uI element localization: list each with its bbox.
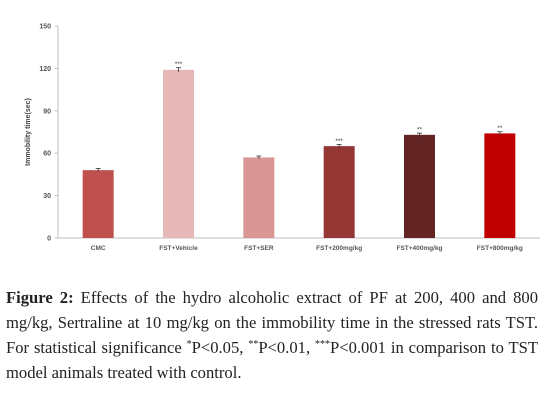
significance-label: *** <box>175 61 183 68</box>
y-tick-label: 0 <box>47 236 51 243</box>
bar <box>82 170 114 238</box>
caption-text-1: Effects of the hydro alcoholic extract o… <box>6 288 538 357</box>
bar <box>323 146 355 238</box>
significance-label: *** <box>335 138 343 145</box>
x-tick-label: CMC <box>91 245 106 252</box>
x-tick-label: FST+800mg/kg <box>477 245 523 252</box>
y-tick-label: 120 <box>39 66 51 73</box>
y-tick-label: 150 <box>39 24 51 31</box>
significance-label: ** <box>497 125 503 132</box>
sig-marker-1: * <box>186 339 192 350</box>
y-tick-label: 60 <box>43 151 51 158</box>
bar <box>163 69 194 239</box>
y-tick-label: 90 <box>43 108 51 115</box>
significance-label: ** <box>417 127 423 134</box>
bar <box>243 157 275 238</box>
x-tick-label: FST+400mg/kg <box>396 245 442 252</box>
x-tick-label: FST+200mg/kg <box>316 245 362 252</box>
figure-caption: Figure 2: Effects of the hydro alcoholic… <box>6 285 538 385</box>
y-axis-label: Immobility time(sec) <box>25 98 32 166</box>
caption-text-2: P<0.05, <box>191 338 249 357</box>
bar-chart: Immobility time(sec) 0 30 60 90 120 150 CMC **… <box>25 24 540 252</box>
bar <box>484 133 516 238</box>
bar <box>404 134 435 238</box>
caption-text-3: P<0.01, <box>258 338 315 357</box>
figure-label: Figure 2: <box>6 288 74 307</box>
caption-text-4: P<0.001 in comparison to TST model anima… <box>6 338 538 382</box>
y-tick-label: 30 <box>43 193 51 200</box>
x-tick-label: FST+SER <box>244 245 274 252</box>
x-tick-label: FST+Vehicle <box>159 245 198 252</box>
sig-marker-3: *** <box>315 339 330 350</box>
sig-marker-2: ** <box>248 339 259 350</box>
